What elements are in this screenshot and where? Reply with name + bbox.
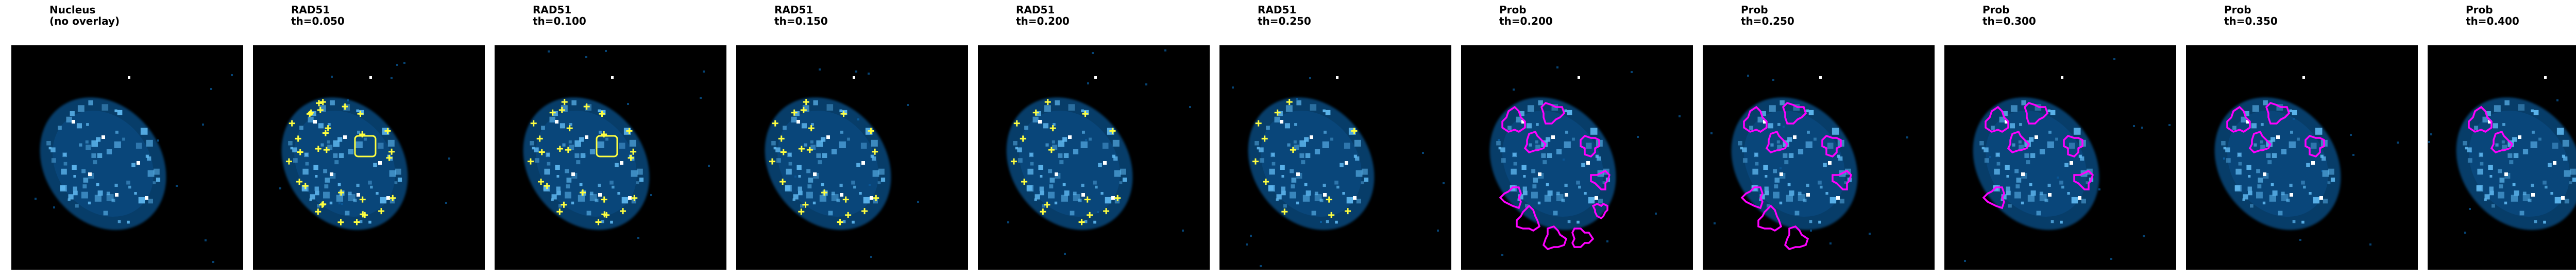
prob-overlay <box>2226 101 2325 158</box>
rad51-overlay <box>527 99 638 225</box>
panel-title: Prob <box>2224 4 2251 16</box>
panel-subtitle: th=0.200 <box>1499 15 1553 27</box>
prob-overlay <box>1982 101 2094 209</box>
panel-subtitle: th=0.250 <box>1741 15 1794 27</box>
microscopy-image <box>1461 45 1693 270</box>
rad51-overlay <box>1010 99 1121 225</box>
prob-overlay <box>1740 101 1853 251</box>
panel-title: Prob <box>2466 4 2493 16</box>
panel-title: Prob <box>1499 4 1527 16</box>
panel-subtitle: th=0.400 <box>2466 15 2519 27</box>
rad51-overlay <box>285 99 396 225</box>
panel-subtitle: th=0.300 <box>1982 15 2036 27</box>
panel-title: Prob <box>1741 4 1768 16</box>
microscopy-image <box>11 45 243 270</box>
microscopy-image <box>736 45 968 270</box>
panel-title: RAD51 <box>291 4 330 16</box>
microscopy-image <box>1703 45 1935 270</box>
panel-title: RAD51 <box>533 4 571 16</box>
panel-title: RAD51 <box>774 4 813 16</box>
panel-subtitle: th=0.100 <box>533 15 586 27</box>
image-panel: Nucleus(no overlay) <box>11 4 243 270</box>
panel-subtitle: th=0.250 <box>1258 15 1311 27</box>
microscopy-image <box>2428 45 2576 270</box>
panel-subtitle: th=0.150 <box>774 15 828 27</box>
panel-subtitle: th=0.200 <box>1016 15 1070 27</box>
panel-subtitle: th=0.350 <box>2224 15 2278 27</box>
panel-subtitle: (no overlay) <box>49 15 120 27</box>
microscopy-image <box>495 45 726 270</box>
microscopy-image <box>2186 45 2418 270</box>
rad51-overlay <box>1252 99 1358 218</box>
microscopy-image <box>253 45 485 270</box>
panel-title: Prob <box>1982 4 2010 16</box>
panel-title: Nucleus <box>49 4 95 16</box>
prob-overlay <box>2468 106 2514 154</box>
prob-overlay <box>1499 101 1611 251</box>
microscopy-image <box>978 45 1210 270</box>
rad51-overlay <box>769 99 879 225</box>
microscopy-image <box>1219 45 1451 270</box>
panel-subtitle: th=0.050 <box>291 15 345 27</box>
microscopy-image <box>1944 45 2176 270</box>
panel-title: RAD51 <box>1016 4 1055 16</box>
panel-title: RAD51 <box>1258 4 1296 16</box>
